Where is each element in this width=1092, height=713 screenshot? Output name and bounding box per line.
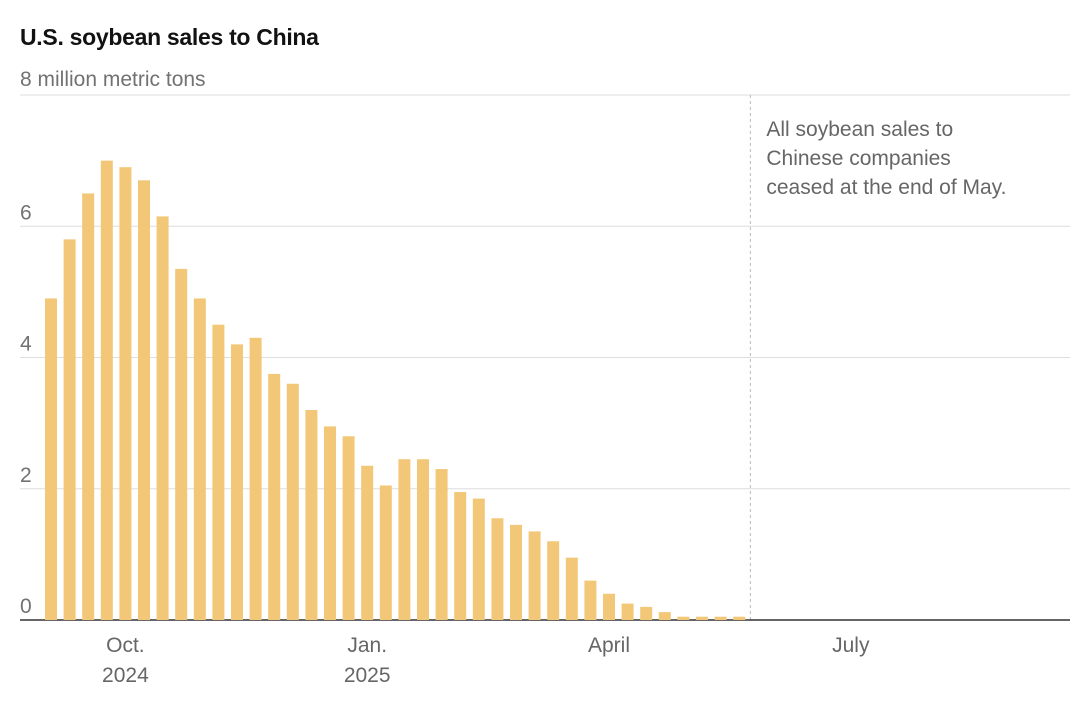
annotation: All soybean sales to Chinese companies cea… [766, 118, 1006, 199]
bar [119, 167, 132, 620]
bar [268, 373, 281, 620]
bar [379, 485, 392, 620]
bar [342, 436, 355, 620]
y-tick-label: 6 [20, 201, 32, 224]
x-tick-label: Jan. [347, 634, 387, 657]
bar [231, 344, 243, 620]
bar [491, 518, 504, 620]
bar [324, 426, 336, 620]
bar [417, 459, 429, 620]
bar [212, 324, 225, 620]
bar [82, 193, 95, 620]
bar [640, 606, 653, 620]
annotation-text-line: All soybean sales to [766, 118, 953, 141]
bar [603, 593, 615, 620]
bar [565, 557, 578, 620]
bar [398, 459, 411, 620]
y-tick-label: 8 million metric tons [20, 68, 206, 91]
bar [45, 298, 57, 620]
x-tick-year-label: 2025 [344, 664, 391, 687]
x-tick-year-label: 2024 [102, 664, 149, 687]
bar [361, 465, 374, 620]
annotation-text-line: Chinese companies [766, 147, 950, 170]
bar [193, 298, 206, 620]
bar [249, 337, 262, 620]
bar [100, 160, 113, 620]
bar [547, 541, 560, 620]
bar [156, 216, 169, 620]
y-tick-labels: 0 2 4 6 8 million metric tons [20, 68, 206, 618]
bar [454, 492, 467, 620]
bar [677, 616, 690, 620]
bar [658, 612, 671, 620]
annotation-text-line: ceased at the end of May. [766, 176, 1006, 199]
bar [714, 616, 727, 620]
bar [138, 180, 150, 620]
bar [435, 469, 448, 620]
bar [621, 603, 634, 620]
x-tick-label: Oct. [106, 634, 145, 657]
x-tick-label: July [832, 634, 870, 657]
bar [472, 498, 485, 620]
bar [528, 531, 541, 620]
y-tick-label: 2 [20, 464, 32, 487]
bars [45, 160, 746, 620]
bar [286, 383, 299, 620]
bar [733, 616, 746, 620]
chart-title: U.S. soybean sales to China [20, 24, 319, 50]
bar [175, 268, 188, 620]
bar [696, 616, 708, 620]
x-tick-label: April [588, 634, 630, 657]
y-tick-label: 4 [20, 333, 32, 356]
bar [63, 239, 76, 620]
bar [584, 580, 597, 620]
bar [510, 524, 522, 620]
x-tick-labels: Oct. 2024 Jan. 2025 April July [102, 634, 870, 687]
y-tick-label: 0 [20, 595, 32, 618]
bar [305, 410, 318, 620]
